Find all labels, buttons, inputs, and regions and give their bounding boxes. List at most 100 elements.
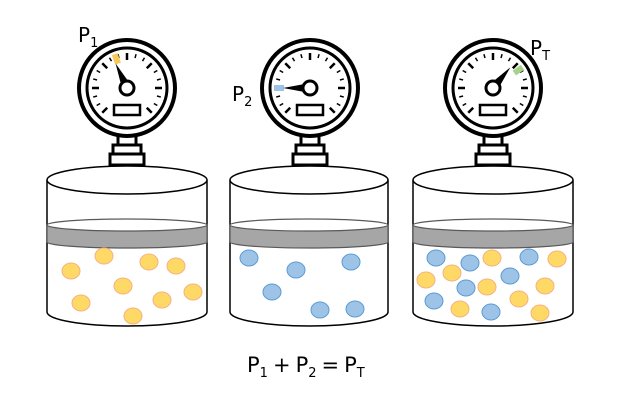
- gas-1-particle: [94, 247, 114, 265]
- gas-2-particle: [481, 303, 501, 321]
- piston-1: [46, 224, 208, 249]
- pressure-gauge-2: [260, 38, 360, 167]
- gauge-tick: [474, 57, 479, 62]
- gas-1-particle: [477, 278, 497, 296]
- gauge-tick: [339, 78, 345, 81]
- gauge-tick: [92, 95, 98, 98]
- gas-2-particle: [262, 283, 282, 301]
- gas-2-particles: [239, 249, 365, 319]
- gas-1-particle: [166, 257, 186, 275]
- gauge-nut: [108, 152, 146, 167]
- gauge-tick: [511, 62, 519, 70]
- gauge-total-label: PT: [530, 36, 550, 64]
- gas-2-particle: [341, 253, 361, 271]
- gauge-pivot: [118, 79, 136, 97]
- gauge-tick: [134, 53, 137, 59]
- gauge-marker: [512, 64, 525, 76]
- gauge-tick: [96, 69, 101, 74]
- gauge-tick: [507, 57, 512, 62]
- gauge-1-label: P1: [78, 23, 98, 51]
- gauge-tick: [324, 57, 329, 62]
- gas-2-particle: [310, 301, 330, 319]
- piston-total: [412, 224, 574, 249]
- gas-2-particle: [424, 292, 444, 310]
- gauge-marker: [274, 85, 284, 91]
- gauge-tick: [300, 53, 303, 59]
- gauge-pivot: [484, 79, 502, 97]
- gas-2-particle: [519, 248, 539, 266]
- gauge-tick: [522, 95, 528, 98]
- gas-2-particle: [460, 254, 480, 272]
- pressure-gauge-3: [443, 38, 543, 167]
- gas-1-particles: [61, 247, 203, 325]
- gauge-tick: [275, 78, 281, 81]
- gauge-tick: [522, 78, 528, 81]
- gauge-tick: [101, 62, 109, 70]
- gauge-tick: [336, 102, 341, 107]
- gauge-tick: [317, 53, 320, 59]
- gas-2-particle: [239, 249, 259, 267]
- gauge-display: [295, 103, 325, 117]
- container-1: [46, 165, 208, 327]
- gas-1-particle: [442, 264, 462, 282]
- gauge-tick: [108, 57, 113, 62]
- gauge-tick: [156, 78, 162, 81]
- mixture-particles: [416, 248, 567, 322]
- gauge-tick: [284, 62, 292, 70]
- gauge-tick: [467, 62, 475, 70]
- gas-1-particle: [416, 271, 436, 289]
- gauge-tick: [101, 106, 109, 114]
- gauge-tick: [145, 62, 153, 70]
- gauge-tick: [458, 95, 464, 98]
- gauge-tick: [153, 102, 158, 107]
- gas-1-particle: [509, 290, 529, 308]
- gauge-tick: [284, 106, 292, 114]
- gauge-tick: [339, 95, 345, 98]
- gauge-tick: [500, 53, 503, 59]
- gauge-marker: [111, 53, 121, 65]
- gauge-tick: [467, 106, 475, 114]
- container-2: [229, 165, 389, 327]
- gas-1-particle: [183, 283, 203, 301]
- gauge-display: [478, 103, 508, 117]
- gauge-display: [112, 103, 142, 117]
- piston-2: [229, 224, 389, 249]
- container-total-rim: [412, 165, 574, 195]
- gauge-nut: [291, 152, 329, 167]
- gauge-2-label: P2: [232, 82, 252, 110]
- gas-2-particle: [345, 300, 365, 318]
- pressure-gauges: [77, 38, 543, 167]
- gas-1-particle: [152, 291, 172, 309]
- container-1-rim: [46, 165, 208, 195]
- gauge-tick: [462, 102, 467, 107]
- gauge-tick: [156, 95, 162, 98]
- pressure-gauge-1: [77, 38, 177, 167]
- gauge-tick: [96, 102, 101, 107]
- gas-1-particle: [71, 294, 91, 312]
- gauge-tick: [511, 106, 519, 114]
- gauge-tick: [328, 106, 336, 114]
- gas-1-particle: [139, 253, 159, 271]
- gas-1-particle: [547, 250, 567, 268]
- gauge-tick: [141, 57, 146, 62]
- gas-1-particle: [482, 249, 502, 267]
- gas-2-particle: [286, 261, 306, 279]
- gauge-tick: [279, 102, 284, 107]
- gas-1-particle: [61, 262, 81, 280]
- gas-1-particle: [113, 277, 133, 295]
- dalton-equation: P1 + P2 = PT: [247, 353, 365, 381]
- gauge-tick: [275, 95, 281, 98]
- gauge-tick: [153, 69, 158, 74]
- gauge-nut: [474, 152, 512, 167]
- gauge-tick: [336, 69, 341, 74]
- gauge-tick: [291, 57, 296, 62]
- container-1-body: [46, 180, 208, 327]
- gas-2-particle: [456, 279, 476, 297]
- gas-1-particle: [123, 307, 143, 325]
- gauge-tick: [328, 62, 336, 70]
- gas-1-particle: [530, 304, 550, 322]
- gas-2-particle: [500, 267, 520, 285]
- gas-1-particle: [535, 277, 555, 295]
- container-total: [412, 165, 574, 327]
